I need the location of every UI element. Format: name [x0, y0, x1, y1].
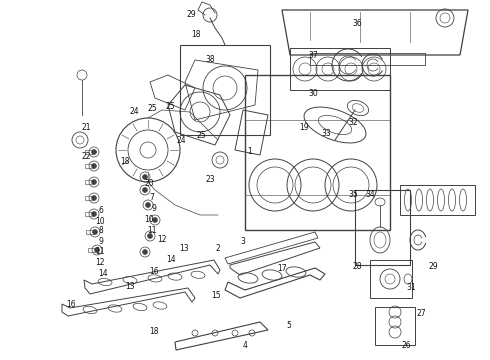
- Bar: [86, 230, 94, 234]
- Text: 11: 11: [96, 248, 105, 256]
- Text: 25: 25: [196, 130, 206, 139]
- Text: 13: 13: [179, 244, 189, 253]
- Text: 23: 23: [206, 175, 216, 184]
- Text: 26: 26: [402, 341, 412, 350]
- Bar: [88, 248, 96, 252]
- Circle shape: [92, 163, 97, 168]
- Text: 38: 38: [206, 55, 216, 64]
- Circle shape: [92, 195, 97, 201]
- Text: 27: 27: [416, 309, 426, 318]
- Text: 33: 33: [321, 129, 331, 138]
- Text: 21: 21: [81, 123, 91, 132]
- Text: 19: 19: [299, 123, 309, 132]
- Bar: [85, 196, 93, 200]
- Text: 11: 11: [147, 226, 157, 235]
- Text: 18: 18: [191, 30, 201, 39]
- Text: 25: 25: [147, 104, 157, 112]
- Text: 36: 36: [353, 19, 363, 28]
- Text: 10: 10: [96, 217, 105, 226]
- Circle shape: [92, 180, 97, 184]
- Text: 37: 37: [309, 51, 318, 60]
- Bar: [375, 307, 415, 345]
- Text: 17: 17: [277, 264, 287, 273]
- Text: 31: 31: [407, 284, 416, 292]
- Bar: [355, 190, 410, 265]
- Text: 8: 8: [98, 226, 103, 235]
- Text: 29: 29: [186, 10, 196, 19]
- Circle shape: [152, 217, 157, 222]
- Text: 35: 35: [348, 190, 358, 199]
- Text: 9: 9: [152, 204, 157, 213]
- Bar: [85, 212, 93, 216]
- Text: 1: 1: [247, 147, 252, 156]
- Circle shape: [147, 234, 152, 238]
- Bar: [85, 150, 93, 154]
- Circle shape: [95, 248, 99, 252]
- Text: 5: 5: [287, 321, 292, 330]
- Bar: [85, 180, 93, 184]
- Text: 20: 20: [145, 179, 154, 188]
- Text: 4: 4: [243, 341, 247, 350]
- Text: 3: 3: [240, 237, 245, 246]
- Circle shape: [143, 188, 147, 193]
- Text: 16: 16: [149, 267, 159, 276]
- Text: 18: 18: [149, 327, 159, 336]
- Circle shape: [93, 230, 98, 234]
- Text: 28: 28: [353, 262, 363, 271]
- Text: 13: 13: [125, 282, 135, 291]
- Text: 15: 15: [211, 291, 220, 300]
- Text: 18: 18: [120, 157, 130, 166]
- Bar: [245, 75, 390, 230]
- Text: 10: 10: [145, 215, 154, 224]
- Circle shape: [143, 249, 147, 255]
- Circle shape: [146, 202, 150, 207]
- Text: 24: 24: [176, 136, 186, 145]
- Bar: [310, 53, 425, 65]
- Text: 12: 12: [96, 258, 105, 267]
- Text: 30: 30: [309, 89, 318, 98]
- Bar: [85, 164, 93, 168]
- Text: 32: 32: [348, 118, 358, 127]
- Text: 34: 34: [365, 190, 375, 199]
- Text: 16: 16: [66, 300, 76, 309]
- Circle shape: [92, 211, 97, 216]
- Bar: [370, 260, 412, 298]
- Text: 12: 12: [157, 235, 167, 244]
- Circle shape: [143, 175, 147, 180]
- Text: 7: 7: [149, 193, 154, 202]
- Text: 6: 6: [98, 206, 103, 215]
- Bar: [400, 185, 475, 215]
- Text: 14: 14: [167, 255, 176, 264]
- Text: 2: 2: [216, 244, 220, 253]
- Bar: [290, 48, 390, 90]
- Text: 9: 9: [98, 237, 103, 246]
- Text: 29: 29: [429, 262, 439, 271]
- Bar: [180, 45, 270, 135]
- Text: 24: 24: [130, 107, 140, 116]
- Text: 22: 22: [81, 152, 91, 161]
- Text: 14: 14: [98, 269, 108, 278]
- Text: 25: 25: [166, 102, 175, 111]
- Circle shape: [92, 149, 97, 154]
